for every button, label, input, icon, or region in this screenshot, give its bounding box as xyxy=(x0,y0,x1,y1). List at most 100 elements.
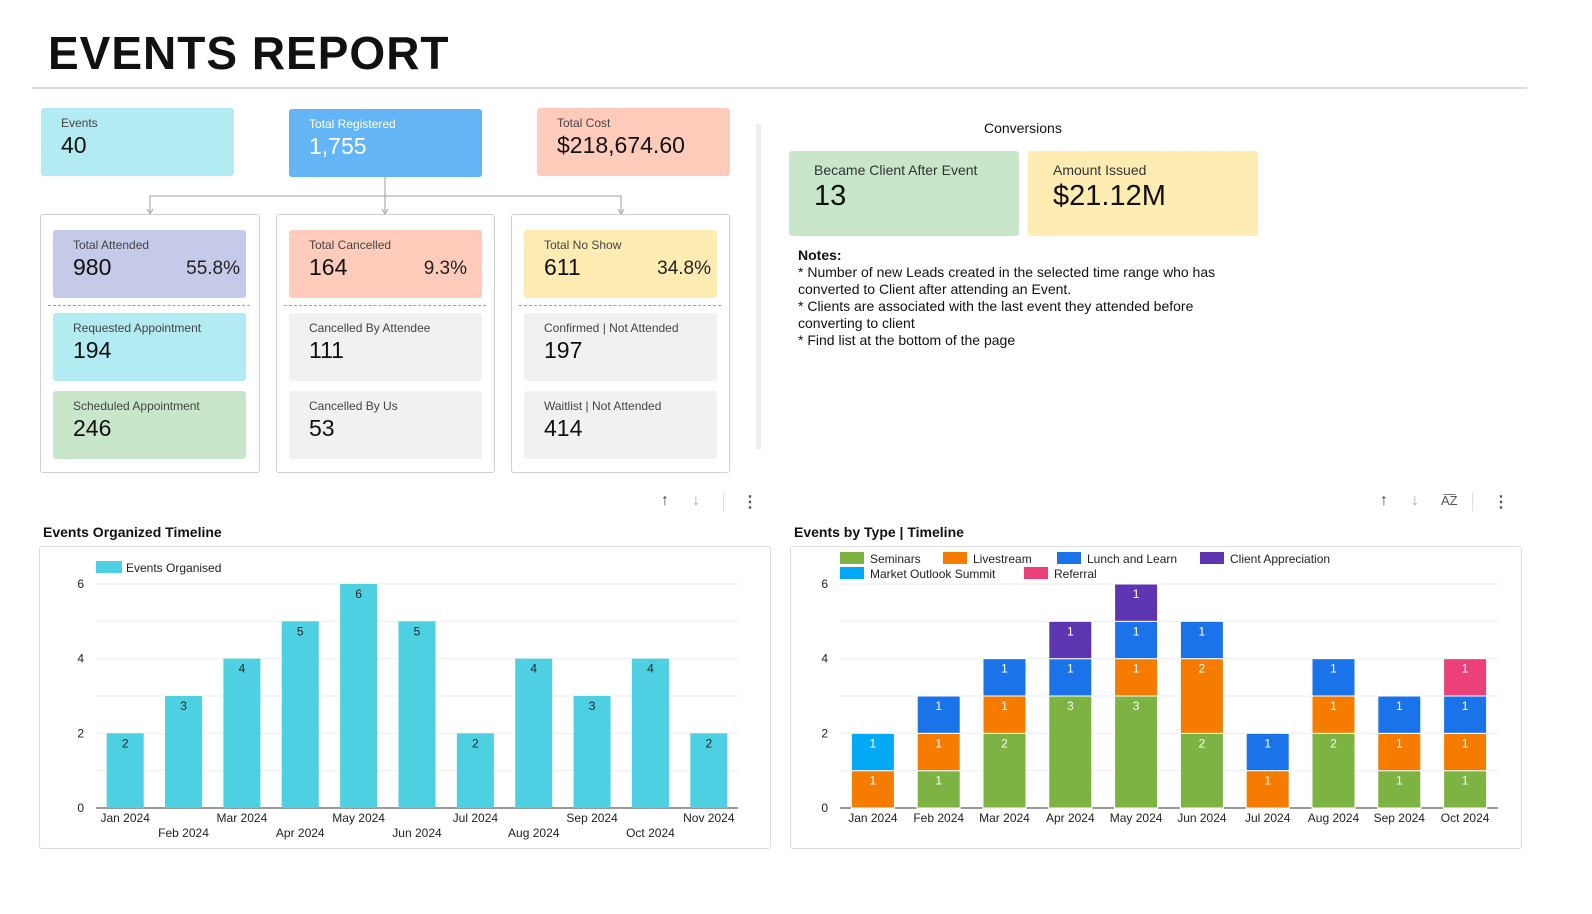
x-tick-label: Aug 2024 xyxy=(508,826,560,840)
total-registered-card: Total Registered 1,755 xyxy=(289,109,482,177)
scheduled-appointment-card: Scheduled Appointment 246 xyxy=(53,391,246,459)
events-value: 40 xyxy=(61,132,87,158)
notes-line: * Clients are associated with the last e… xyxy=(798,298,1194,331)
data-label: 1 xyxy=(870,736,877,750)
data-label: 1 xyxy=(1462,774,1469,788)
amount-issued-card: Amount Issued $21.12M xyxy=(1028,151,1258,236)
bar xyxy=(223,658,261,808)
attended-divider xyxy=(48,305,250,306)
notes-heading: Notes: xyxy=(798,247,842,263)
data-label: 2 xyxy=(1199,736,1206,750)
total-registered-label: Total Registered xyxy=(309,117,396,131)
confirmed-not-attended-value: 197 xyxy=(544,337,583,363)
data-label: 2 xyxy=(705,736,712,750)
data-label: 4 xyxy=(530,662,537,676)
bar xyxy=(165,696,203,808)
x-tick-label: Jun 2024 xyxy=(1177,811,1227,825)
noshow-divider xyxy=(519,305,721,306)
toolbar-divider xyxy=(723,493,724,511)
section-separator xyxy=(756,124,761,449)
total-cancelled-percent: 9.3% xyxy=(423,258,467,279)
bar-segment xyxy=(1311,658,1356,697)
bar-segment xyxy=(1114,620,1159,660)
confirmed-not-attended-card: Confirmed | Not Attended 197 xyxy=(524,313,717,381)
more-options-icon[interactable]: ⋮ xyxy=(742,494,758,511)
x-tick-label: Sep 2024 xyxy=(566,811,618,825)
more-options-icon[interactable]: ⋮ xyxy=(1493,494,1509,511)
sort-descending-icon[interactable]: ↓ xyxy=(692,492,700,509)
legend-swatch xyxy=(840,552,864,564)
data-label: 1 xyxy=(1396,774,1403,788)
legend-swatch xyxy=(943,552,967,564)
x-tick-label: Aug 2024 xyxy=(1308,811,1360,825)
data-label: 1 xyxy=(1133,624,1140,638)
data-label: 1 xyxy=(1462,699,1469,713)
data-label: 4 xyxy=(239,662,246,676)
x-tick-label: Sep 2024 xyxy=(1374,811,1426,825)
bar xyxy=(456,733,494,808)
notes-line: * Number of new Leads created in the sel… xyxy=(798,264,1216,297)
data-label: 1 xyxy=(1330,662,1337,676)
bar-segment xyxy=(1377,732,1422,772)
title-divider xyxy=(32,87,1527,89)
data-label: 1 xyxy=(1264,736,1271,750)
total-cost-card: Total Cost $218,674.60 xyxy=(537,108,730,176)
bar xyxy=(398,621,436,808)
chart2-panel xyxy=(790,546,1522,849)
legend-label: Market Outlook Summit xyxy=(870,567,996,581)
y-tick-label: 0 xyxy=(77,801,84,815)
data-label: 3 xyxy=(180,699,187,713)
scheduled-appointment-label: Scheduled Appointment xyxy=(73,399,200,413)
bar-segment xyxy=(1245,732,1290,772)
data-label: 1 xyxy=(1462,662,1469,676)
legend-label: Livestream xyxy=(973,552,1032,566)
data-label: 1 xyxy=(870,774,877,788)
data-label: 3 xyxy=(589,699,596,713)
x-tick-label: Nov 2024 xyxy=(683,811,735,825)
cancelled-divider xyxy=(284,305,486,306)
data-label: 3 xyxy=(1133,699,1140,713)
chart2-title: Events by Type | Timeline xyxy=(794,524,964,540)
bar-segment xyxy=(850,732,895,772)
notes: Notes: * Number of new Leads created in … xyxy=(798,247,1248,349)
sort-ascending-icon[interactable]: ↑ xyxy=(661,492,669,509)
y-tick-label: 6 xyxy=(821,577,828,591)
requested-appointment-label: Requested Appointment xyxy=(73,321,202,335)
y-tick-label: 2 xyxy=(77,726,84,740)
bar xyxy=(631,658,669,808)
page-title: EVENTS REPORT xyxy=(48,27,450,79)
sort-alphabetical-icon[interactable]: A͞Z xyxy=(1441,493,1458,508)
data-label: 2 xyxy=(122,736,129,750)
y-tick-label: 4 xyxy=(821,652,828,666)
total-attended-label: Total Attended xyxy=(73,238,150,252)
data-label: 1 xyxy=(1001,662,1008,676)
legend-swatch xyxy=(96,561,122,573)
bar-segment xyxy=(850,770,895,809)
total-cost-label: Total Cost xyxy=(557,116,611,130)
sort-descending-icon[interactable]: ↓ xyxy=(1411,492,1419,509)
attended-group xyxy=(40,214,260,473)
y-tick-label: 2 xyxy=(821,726,828,740)
notes-line: * Find list at the bottom of the page xyxy=(798,332,1016,348)
sort-ascending-icon[interactable]: ↑ xyxy=(1380,492,1388,509)
bar-segment xyxy=(1245,770,1290,809)
bar xyxy=(340,584,378,808)
data-label: 1 xyxy=(1067,662,1074,676)
data-label: 1 xyxy=(1067,624,1074,638)
toolbar-divider xyxy=(1472,493,1473,511)
y-tick-label: 0 xyxy=(821,801,828,815)
bar-segment xyxy=(1048,620,1093,660)
bar-segment xyxy=(982,695,1027,734)
legend-label: Events Organised xyxy=(126,561,221,575)
data-label: 4 xyxy=(647,662,654,676)
became-client-value: 13 xyxy=(814,180,847,212)
data-label: 1 xyxy=(935,736,942,750)
total-noshow-percent: 34.8% xyxy=(657,258,711,279)
legend-swatch xyxy=(1200,552,1224,564)
confirmed-not-attended-label: Confirmed | Not Attended xyxy=(544,321,679,335)
total-noshow-label: Total No Show xyxy=(544,238,622,252)
requested-appointment-value: 194 xyxy=(73,337,112,363)
bar-segment xyxy=(1048,695,1093,809)
bar-segment xyxy=(982,658,1027,697)
x-tick-label: Jun 2024 xyxy=(392,826,442,840)
